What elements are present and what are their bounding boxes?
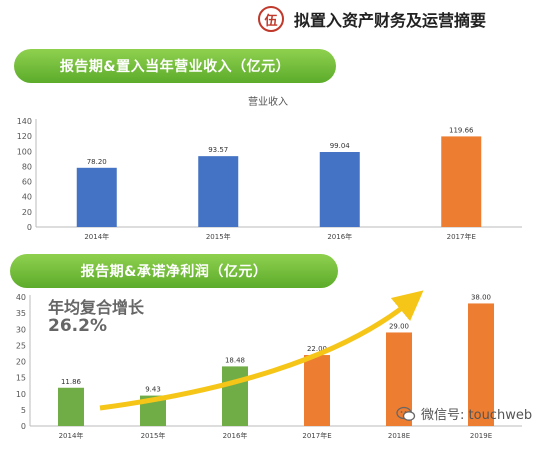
x-tick-label: 2015年 bbox=[206, 232, 231, 241]
data-label: 9.43 bbox=[145, 386, 161, 394]
wechat-watermark: 微信号: touchweb bbox=[396, 404, 532, 423]
y-tick-label: 10 bbox=[16, 390, 26, 399]
y-tick-label: 20 bbox=[16, 358, 26, 367]
watermark-text: 微信号: touchweb bbox=[421, 408, 533, 423]
data-label: 119.66 bbox=[449, 126, 474, 134]
bar bbox=[76, 167, 117, 227]
x-tick-label: 2017年E bbox=[302, 431, 331, 440]
y-tick-label: 40 bbox=[22, 193, 32, 202]
bar bbox=[441, 136, 482, 227]
y-tick-label: 0 bbox=[27, 223, 32, 232]
x-tick-label: 2016年 bbox=[327, 232, 352, 241]
data-label: 22.00 bbox=[307, 345, 327, 353]
y-tick-label: 5 bbox=[21, 406, 26, 415]
y-tick-label: 40 bbox=[16, 293, 26, 302]
bar bbox=[468, 303, 494, 426]
y-tick-label: 30 bbox=[16, 325, 26, 334]
bar bbox=[386, 332, 412, 426]
y-tick-label: 60 bbox=[22, 178, 32, 187]
data-label: 11.86 bbox=[61, 378, 82, 386]
data-label: 93.57 bbox=[208, 146, 228, 154]
y-tick-label: 100 bbox=[17, 147, 32, 156]
x-tick-label: 2014年 bbox=[84, 232, 109, 241]
bar bbox=[198, 156, 239, 227]
x-tick-label: 2014年 bbox=[59, 431, 84, 440]
data-label: 99.04 bbox=[330, 142, 351, 150]
x-tick-label: 2019E bbox=[470, 432, 492, 440]
revenue-chart-banner: 报告期&置入当年营业收入（亿元） bbox=[14, 49, 336, 83]
wechat-icon bbox=[396, 406, 416, 421]
bar bbox=[304, 355, 330, 426]
y-tick-label: 0 bbox=[21, 422, 26, 431]
data-label: 38.00 bbox=[471, 293, 491, 301]
x-tick-label: 2015年 bbox=[141, 431, 166, 440]
section-header: 伍 拟置入资产财务及运营摘要 bbox=[258, 4, 486, 34]
bar bbox=[319, 152, 360, 227]
growth-arrow bbox=[99, 290, 424, 411]
bar bbox=[222, 366, 248, 426]
data-label: 29.00 bbox=[389, 322, 409, 330]
y-tick-label: 80 bbox=[22, 162, 32, 171]
y-tick-label: 25 bbox=[16, 341, 26, 350]
x-tick-label: 2018E bbox=[388, 432, 410, 440]
section-number-badge: 伍 bbox=[258, 6, 284, 32]
y-tick-label: 120 bbox=[17, 132, 32, 141]
y-tick-label: 140 bbox=[17, 117, 32, 126]
x-tick-label: 2016年 bbox=[223, 431, 248, 440]
data-label: 78.20 bbox=[87, 158, 107, 166]
x-tick-label: 2017年E bbox=[447, 232, 476, 241]
bar bbox=[58, 387, 84, 426]
y-tick-label: 15 bbox=[16, 374, 26, 383]
data-label: 18.48 bbox=[225, 356, 245, 364]
y-tick-label: 20 bbox=[22, 208, 32, 217]
cagr-label: 年均复合增长 bbox=[48, 298, 145, 317]
section-title: 拟置入资产财务及运营摘要 bbox=[294, 11, 487, 30]
profit-chart-banner: 报告期&承诺净利润（亿元） bbox=[10, 254, 338, 288]
cagr-value: 26.2% bbox=[48, 316, 107, 336]
chart-title: 营业收入 bbox=[248, 95, 288, 108]
y-tick-label: 35 bbox=[16, 309, 26, 318]
